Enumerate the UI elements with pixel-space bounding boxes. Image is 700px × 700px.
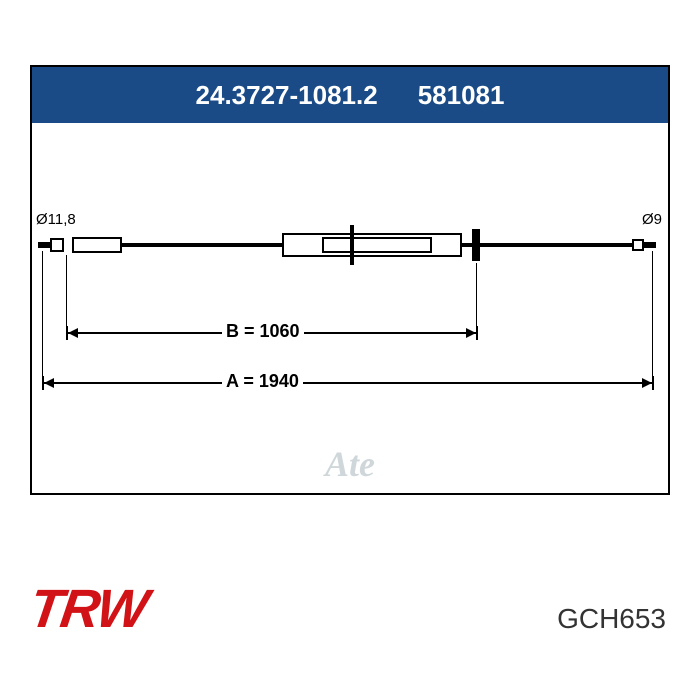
ext-line-b-left: [66, 255, 67, 335]
cable-right-tip: [644, 242, 656, 248]
ext-line-a-right: [652, 251, 653, 385]
dim-b-label: B = 1060: [222, 321, 304, 342]
right-diameter-label: Ø9: [642, 211, 662, 228]
cable-left-tip: [38, 242, 50, 248]
header-band: 24.3727-1081.2 581081: [32, 67, 668, 123]
part-number: GCH653: [557, 603, 666, 635]
dim-a-label: A = 1940: [222, 371, 303, 392]
cable-right-connector: [632, 239, 644, 251]
cable-mid-inner: [322, 237, 432, 253]
header-ref-2: 581081: [418, 80, 505, 111]
ext-line-b-right: [476, 263, 477, 335]
cable-wire-1: [122, 243, 282, 247]
left-diameter-label: Ø11,8: [36, 211, 76, 228]
dim-a-line: [42, 382, 654, 384]
ext-line-a-left: [42, 251, 43, 385]
header-ref-1: 24.3727-1081.2: [196, 80, 378, 111]
drawing-area: Ø11,8 Ø9 B = 1060 A = 1940 Ate: [32, 123, 668, 493]
dim-b-arrow-r: [466, 328, 476, 338]
watermark-logo: Ate: [325, 443, 375, 485]
dim-a-arrow-r: [642, 378, 652, 388]
brand-logo: TRW: [26, 578, 151, 640]
diagram-frame: 24.3727-1081.2 581081 Ø11,8 Ø9 B = 1060 …: [30, 65, 670, 495]
cable-left-connector: [50, 238, 64, 252]
cable-sleeve-left: [72, 237, 122, 253]
cable-stop-1: [350, 225, 354, 265]
cable-wire-2: [462, 243, 632, 247]
